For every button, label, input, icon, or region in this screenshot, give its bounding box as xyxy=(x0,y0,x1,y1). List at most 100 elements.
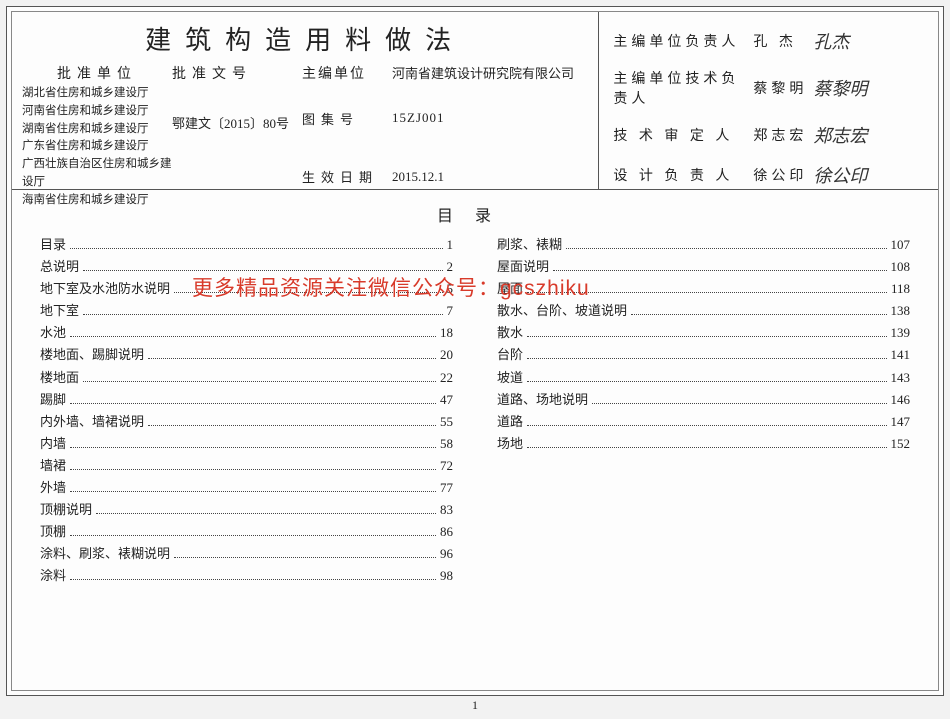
responsible-label: 技 术 审 定 人 xyxy=(613,125,753,145)
responsible-signature: 孔杰 xyxy=(813,28,849,54)
toc-line: 道路147 xyxy=(497,411,910,433)
toc-dots xyxy=(148,425,436,426)
toc-line: 水池 18 xyxy=(40,322,453,344)
header-block: 建筑构造用料做法 批准单位 批准文号 主编单位 河南省建筑设计研究院有限公司 湖… xyxy=(12,12,938,190)
toc-entry-page: 147 xyxy=(891,411,911,433)
toc-entry-page: 96 xyxy=(440,543,453,565)
page-number: 1 xyxy=(6,698,944,713)
toc-entry-label: 涂料 xyxy=(40,565,66,587)
toc-entry-label: 内墙 xyxy=(40,433,66,455)
approval-unit-item: 湖南省住房和城乡建设厅 xyxy=(22,121,172,139)
toc-dots xyxy=(527,425,886,426)
toc-entry-label: 墙裙 xyxy=(40,455,66,477)
toc-entry-page: 1 xyxy=(447,234,454,256)
toc-col-left: 目录1总说明2地下室及水池防水说明5地下室7水池18楼地面、踢脚说明20楼地面2… xyxy=(40,234,453,588)
value-editor-unit: 河南省建筑设计研究院有限公司 xyxy=(392,63,588,83)
toc-dots xyxy=(631,314,886,315)
toc-line: 屋面 118 xyxy=(497,278,910,300)
label-approval-unit: 批准单位 xyxy=(22,63,172,83)
toc-line: 楼地面22 xyxy=(40,367,453,389)
responsible-label: 设 计 负 责 人 xyxy=(613,165,753,185)
toc-title: 目录 xyxy=(40,202,910,226)
toc-entry-label: 楼地面、踢脚说明 xyxy=(40,344,144,366)
toc-line: 散水、台阶、坡道说明138 xyxy=(497,300,910,322)
toc-line: 内墙58 xyxy=(40,433,453,455)
approval-unit-item: 河南省住房和城乡建设厅 xyxy=(22,103,172,121)
toc-line: 踢脚47 xyxy=(40,389,453,411)
toc-entry-page: 141 xyxy=(891,344,911,366)
toc-entry-label: 场地 xyxy=(497,433,523,455)
toc-entry-label: 总说明 xyxy=(40,256,79,278)
document-page: 建筑构造用料做法 批准单位 批准文号 主编单位 河南省建筑设计研究院有限公司 湖… xyxy=(6,6,944,696)
value-atlas-no: 15ZJ001 xyxy=(392,110,588,126)
responsible-name: 蔡黎明 xyxy=(753,78,813,98)
toc-entry-label: 涂料、刷浆、裱糊说明 xyxy=(40,543,170,565)
value-effective-date: 2015.12.1 xyxy=(392,169,588,185)
toc-entry-page: 118 xyxy=(891,278,910,300)
toc-dots xyxy=(70,447,436,448)
approval-unit-item: 广西壮族自治区住房和城乡建设厅 xyxy=(22,156,172,192)
toc-line: 涂料 98 xyxy=(40,565,453,587)
toc-entry-label: 屋面 xyxy=(497,278,523,300)
toc-dots xyxy=(70,535,436,536)
toc-dots xyxy=(70,403,436,404)
toc-entry-page: 107 xyxy=(891,234,911,256)
toc-area: 目录 目录1总说明2地下室及水池防水说明5地下室7水池18楼地面、踢脚说明20楼… xyxy=(12,190,938,596)
toc-entry-page: 83 xyxy=(440,499,453,521)
toc-dots xyxy=(70,469,436,470)
toc-entry-label: 台阶 xyxy=(497,344,523,366)
responsible-name: 孔 杰 xyxy=(753,31,813,51)
responsible-row: 主编单位技术负责人蔡黎明蔡黎明 xyxy=(613,68,928,108)
toc-columns: 目录1总说明2地下室及水池防水说明5地下室7水池18楼地面、踢脚说明20楼地面2… xyxy=(40,234,910,588)
toc-line: 场地 152 xyxy=(497,433,910,455)
toc-line: 散水139 xyxy=(497,322,910,344)
toc-entry-page: 146 xyxy=(891,389,911,411)
toc-dots xyxy=(527,358,886,359)
value-approval-no: 鄂建文〔2015〕80号 xyxy=(172,113,302,132)
toc-line: 内外墙、墙裙说明55 xyxy=(40,411,453,433)
toc-entry-page: 18 xyxy=(440,322,453,344)
toc-entry-label: 内外墙、墙裙说明 xyxy=(40,411,144,433)
toc-line: 屋面说明108 xyxy=(497,256,910,278)
header-left: 建筑构造用料做法 批准单位 批准文号 主编单位 河南省建筑设计研究院有限公司 湖… xyxy=(12,12,598,189)
toc-entry-label: 顶棚说明 xyxy=(40,499,92,521)
responsible-signature: 徐公印 xyxy=(813,162,867,188)
responsible-row: 技 术 审 定 人郑志宏郑志宏 xyxy=(613,122,928,148)
toc-line: 地下室7 xyxy=(40,300,453,322)
toc-entry-page: 98 xyxy=(440,565,453,587)
toc-entry-label: 水池 xyxy=(40,322,66,344)
toc-entry-label: 地下室及水池防水说明 xyxy=(40,278,170,300)
toc-dots xyxy=(592,403,886,404)
toc-entry-page: 86 xyxy=(440,521,453,543)
toc-entry-page: 5 xyxy=(447,278,454,300)
toc-line: 道路、场地说明146 xyxy=(497,389,910,411)
toc-entry-page: 143 xyxy=(891,367,911,389)
approval-unit-item: 湖北省住房和城乡建设厅 xyxy=(22,85,172,103)
toc-entry-label: 目录 xyxy=(40,234,66,256)
doc-title: 建筑构造用料做法 xyxy=(22,20,588,57)
toc-entry-label: 散水、台阶、坡道说明 xyxy=(497,300,627,322)
toc-entry-page: 7 xyxy=(447,300,454,322)
toc-entry-page: 152 xyxy=(891,433,911,455)
toc-dots xyxy=(174,292,442,293)
toc-entry-page: 139 xyxy=(891,322,911,344)
responsible-label: 主编单位负责人 xyxy=(613,31,753,51)
toc-line: 目录 1 xyxy=(40,234,453,256)
toc-entry-page: 22 xyxy=(440,367,453,389)
toc-line: 墙裙72 xyxy=(40,455,453,477)
toc-dots xyxy=(70,248,442,249)
responsible-signature: 郑志宏 xyxy=(813,122,867,148)
toc-dots xyxy=(83,270,442,271)
toc-dots xyxy=(174,557,436,558)
header-label-row: 批准单位 批准文号 主编单位 河南省建筑设计研究院有限公司 xyxy=(22,63,588,83)
toc-dots xyxy=(527,292,887,293)
toc-line: 顶棚说明 83 xyxy=(40,499,453,521)
toc-entry-page: 77 xyxy=(440,477,453,499)
toc-dots xyxy=(70,491,436,492)
toc-entry-label: 坡道 xyxy=(497,367,523,389)
toc-entry-label: 屋面说明 xyxy=(497,256,549,278)
responsible-name: 郑志宏 xyxy=(753,125,813,145)
toc-dots xyxy=(527,381,886,382)
toc-dots xyxy=(83,314,442,315)
toc-dots xyxy=(553,270,886,271)
